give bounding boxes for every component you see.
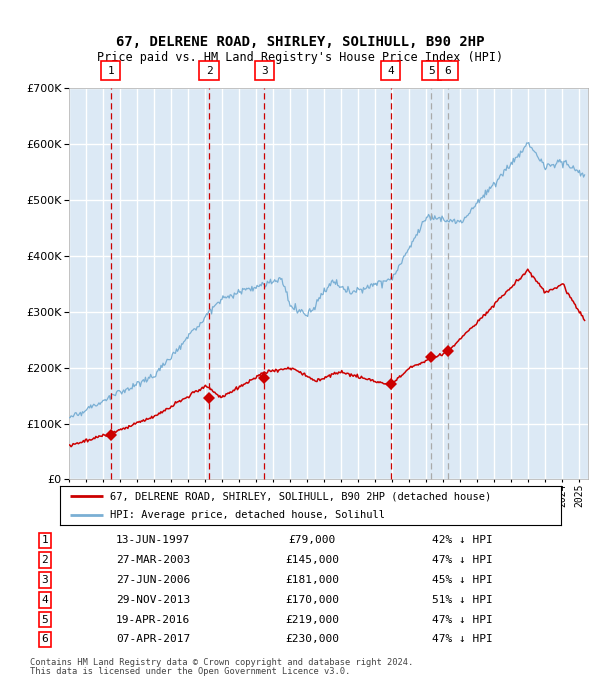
Text: £230,000: £230,000 bbox=[285, 634, 339, 645]
Text: 2: 2 bbox=[41, 555, 49, 565]
Text: 3: 3 bbox=[41, 575, 49, 585]
Text: HPI: Average price, detached house, Solihull: HPI: Average price, detached house, Soli… bbox=[110, 510, 385, 520]
Text: 4: 4 bbox=[41, 595, 49, 605]
Text: 19-APR-2016: 19-APR-2016 bbox=[116, 615, 190, 625]
Text: 6: 6 bbox=[445, 66, 451, 75]
Text: 5: 5 bbox=[41, 615, 49, 625]
Text: 6: 6 bbox=[41, 634, 49, 645]
Text: 5: 5 bbox=[428, 66, 435, 75]
Text: 3: 3 bbox=[261, 66, 268, 75]
Text: £181,000: £181,000 bbox=[285, 575, 339, 585]
Text: 27-JUN-2006: 27-JUN-2006 bbox=[116, 575, 190, 585]
Text: 1: 1 bbox=[41, 535, 49, 545]
Text: 47% ↓ HPI: 47% ↓ HPI bbox=[432, 634, 493, 645]
Text: 67, DELRENE ROAD, SHIRLEY, SOLIHULL, B90 2HP (detached house): 67, DELRENE ROAD, SHIRLEY, SOLIHULL, B90… bbox=[110, 491, 491, 501]
Text: 1: 1 bbox=[107, 66, 114, 75]
Text: 47% ↓ HPI: 47% ↓ HPI bbox=[432, 615, 493, 625]
Text: 29-NOV-2013: 29-NOV-2013 bbox=[116, 595, 190, 605]
Text: £79,000: £79,000 bbox=[289, 535, 335, 545]
Text: 47% ↓ HPI: 47% ↓ HPI bbox=[432, 555, 493, 565]
Text: 2: 2 bbox=[206, 66, 212, 75]
Text: 07-APR-2017: 07-APR-2017 bbox=[116, 634, 190, 645]
Text: £219,000: £219,000 bbox=[285, 615, 339, 625]
Text: 67, DELRENE ROAD, SHIRLEY, SOLIHULL, B90 2HP: 67, DELRENE ROAD, SHIRLEY, SOLIHULL, B90… bbox=[116, 35, 484, 49]
Text: 45% ↓ HPI: 45% ↓ HPI bbox=[432, 575, 493, 585]
Text: 51% ↓ HPI: 51% ↓ HPI bbox=[432, 595, 493, 605]
Text: This data is licensed under the Open Government Licence v3.0.: This data is licensed under the Open Gov… bbox=[30, 667, 350, 676]
Text: £145,000: £145,000 bbox=[285, 555, 339, 565]
Text: £170,000: £170,000 bbox=[285, 595, 339, 605]
Text: 27-MAR-2003: 27-MAR-2003 bbox=[116, 555, 190, 565]
Text: Price paid vs. HM Land Registry's House Price Index (HPI): Price paid vs. HM Land Registry's House … bbox=[97, 50, 503, 64]
Text: Contains HM Land Registry data © Crown copyright and database right 2024.: Contains HM Land Registry data © Crown c… bbox=[30, 658, 413, 667]
Text: 13-JUN-1997: 13-JUN-1997 bbox=[116, 535, 190, 545]
Text: 4: 4 bbox=[388, 66, 394, 75]
Text: 42% ↓ HPI: 42% ↓ HPI bbox=[432, 535, 493, 545]
